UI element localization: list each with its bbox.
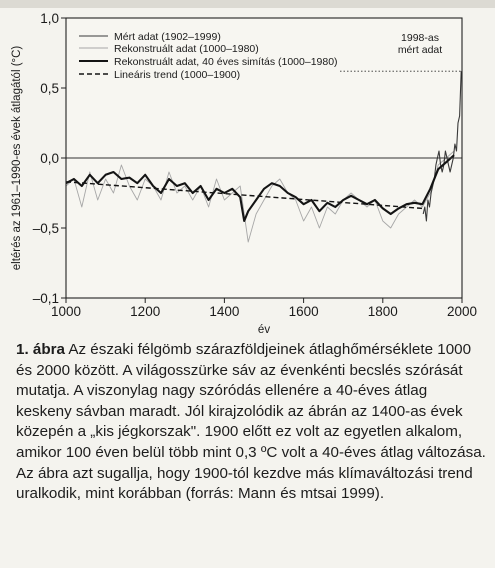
y-tick-label: 1,0 (40, 11, 59, 26)
legend-entry: Lineáris trend (1000–1900) (114, 69, 240, 81)
header-strip (0, 0, 495, 8)
series-line-thick-dark (65, 154, 455, 223)
y-tick-label: –0,1 (33, 291, 59, 306)
x-tick-label: 1200 (130, 304, 160, 319)
figure-number: 1. ábra (16, 341, 65, 358)
x-tick-label: 1800 (368, 304, 398, 319)
x-tick-label: 1400 (209, 304, 239, 319)
annotation-label: 1998-as (401, 32, 439, 44)
chart: 1,0 0,5 0,0 –0,5 –0,1 1000 1200 1400 1600 1800 200… (11, 11, 477, 336)
x-tick-label: 1600 (289, 304, 319, 319)
caption-text: Az északi félgömb szárazföldjeinek átlag… (16, 341, 486, 503)
annotation-label: mért adat (398, 44, 442, 56)
legend-entry: Rekonstruált adat (1000–1980) (114, 43, 259, 55)
y-tick-label: –0,5 (33, 221, 59, 236)
series-line-thin-dark (422, 71, 462, 222)
y-tick-label: 0,0 (40, 151, 59, 166)
series-line-dashed (65, 181, 423, 210)
x-tick-label: 2000 (447, 304, 477, 319)
y-axis-title: eltérés az 1961–1990-es évek átlagától (… (11, 46, 23, 271)
x-tick-label: 1000 (51, 304, 81, 319)
x-axis-title: év (258, 324, 270, 336)
legend-entry: Mért adat (1902–1999) (114, 31, 221, 43)
series-line-thin-light (65, 150, 455, 243)
legend-entry: Rekonstruált adat, 40 éves simítás (1000… (114, 56, 338, 68)
figure-caption: 1. ábra Az északi félgömb szárazföldjein… (16, 340, 486, 505)
y-tick-label: 0,5 (40, 81, 59, 96)
